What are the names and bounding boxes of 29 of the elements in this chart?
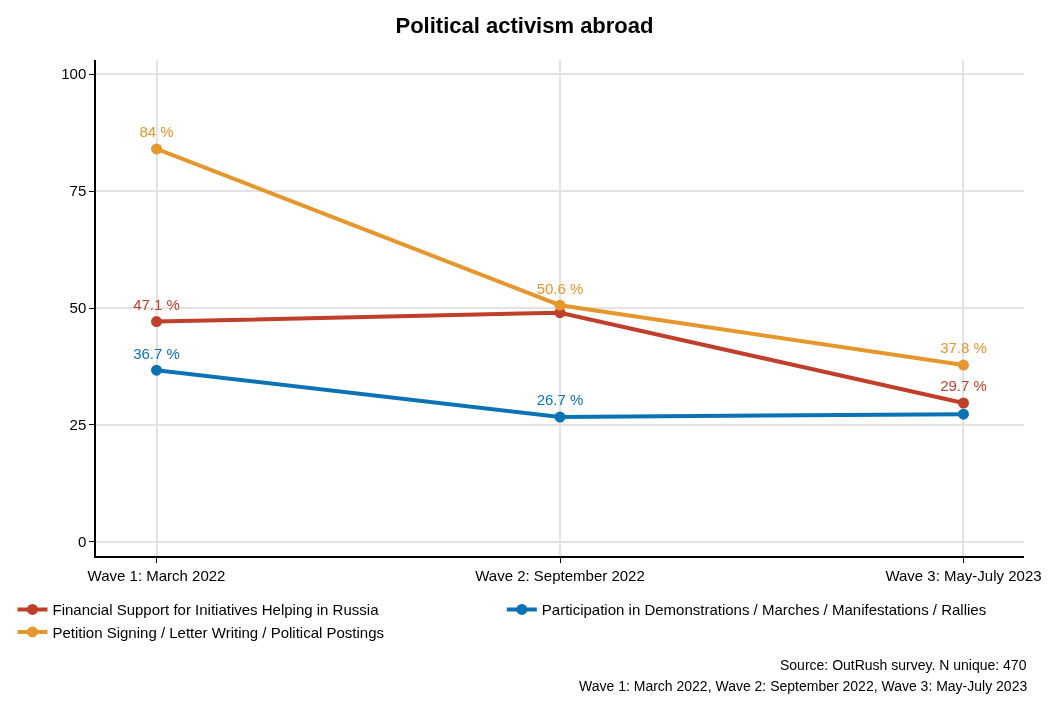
point (554, 299, 566, 311)
y-tick-label: 75 (69, 182, 87, 200)
x-tick-label: Wave 3: May-July 2023 (885, 566, 1042, 584)
legend-label: Participation in Demonstrations / Marches / Manifestations / Rallies (541, 601, 987, 619)
source-note: Source: OutRush survey. N unique: 470 (780, 657, 1027, 673)
point (151, 143, 163, 155)
point (554, 411, 566, 423)
y-tick-label: 50 (69, 299, 87, 317)
point (151, 316, 163, 328)
legend-label: Petition Signing / Letter Writing / Political Postings (52, 623, 385, 641)
point (151, 364, 163, 376)
y-tick-label: 0 (77, 533, 87, 551)
y-tick-label: 100 (61, 65, 87, 83)
x-tick-label: Wave 2: September 2022 (475, 566, 645, 584)
y-tick-label: 25 (69, 416, 87, 434)
text: Wave 1: March 2022, Wave 2: September 2022, Wave 3: May-July 2023 (579, 678, 1028, 694)
data-label: 50.6 % (536, 279, 584, 297)
data-label: 36.7 % (133, 344, 180, 362)
data-label: 84 % (139, 123, 174, 141)
point (957, 397, 969, 409)
chart-title: Political activism abroad (395, 13, 654, 39)
legend-label: Financial Support for Initiatives Helping in Russia (52, 601, 380, 619)
data-label: 47.1 % (133, 295, 180, 313)
point (957, 408, 969, 420)
data-label: 37.8 % (940, 339, 987, 357)
point (957, 359, 969, 371)
data-label: 26.7 % (536, 391, 584, 409)
data-label: 29.7 % (940, 377, 987, 395)
x-tick-label: Wave 1: March 2022 (87, 566, 226, 584)
